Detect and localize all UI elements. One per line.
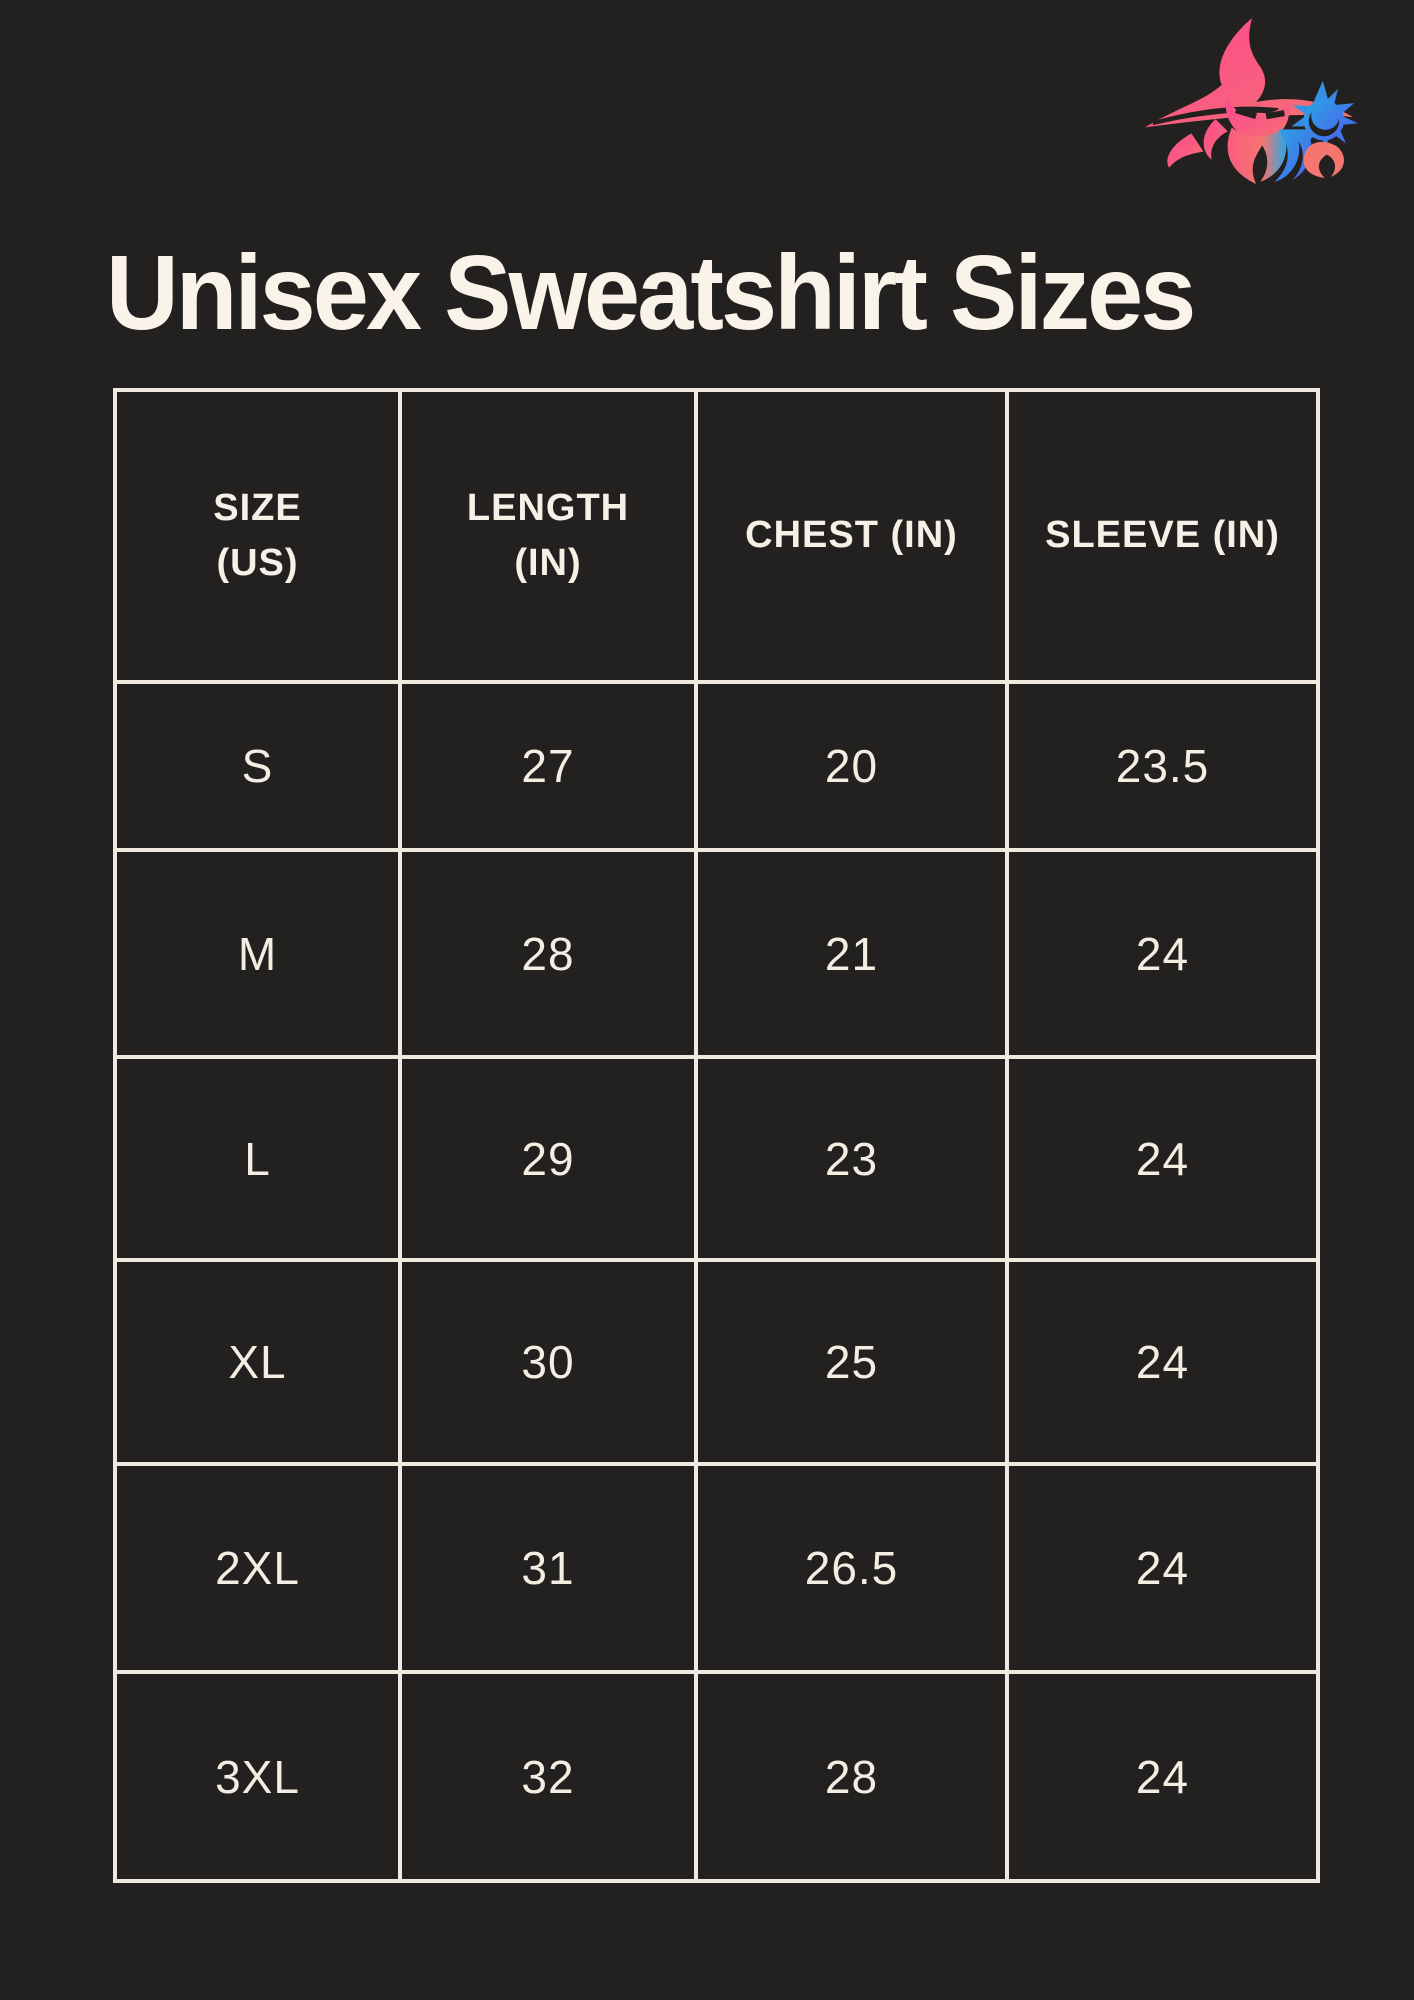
wizard-beard bbox=[1227, 127, 1287, 184]
size-table: SIZE (US) LENGTH (IN) CHEST (IN) SLEEVE … bbox=[113, 388, 1320, 1883]
cell-size-s: S bbox=[117, 680, 398, 848]
cell-s-sleeve: 23.5 bbox=[1005, 680, 1316, 848]
cell-size-l: L bbox=[117, 1055, 398, 1258]
wizard-eye-right bbox=[1265, 110, 1285, 120]
cell-value: 20 bbox=[824, 740, 879, 792]
cell-xl-sleeve: 24 bbox=[1005, 1258, 1316, 1462]
header-line: LENGTH bbox=[466, 486, 630, 529]
page-title: Unisex Sweatshirt Sizes bbox=[106, 234, 1196, 352]
cell-size-m: M bbox=[117, 848, 398, 1055]
cell-3xl-chest: 28 bbox=[694, 1670, 1005, 1879]
cell-s-length: 27 bbox=[398, 680, 694, 848]
wizard-beard-strand-blue bbox=[1274, 129, 1312, 182]
header-line: (US) bbox=[216, 542, 299, 584]
cell-m-sleeve: 24 bbox=[1005, 848, 1316, 1055]
cell-l-length: 29 bbox=[398, 1055, 694, 1258]
cell-l-chest: 23 bbox=[694, 1055, 1005, 1258]
cell-xl-chest: 25 bbox=[694, 1258, 1005, 1462]
cell-value: 24 bbox=[1135, 1542, 1190, 1594]
cell-value: 30 bbox=[521, 1336, 575, 1388]
header-line: CHEST (IN) bbox=[745, 514, 958, 557]
cell-value: S bbox=[241, 740, 274, 792]
cell-value: 27 bbox=[521, 740, 575, 792]
header-line: SIZE bbox=[213, 486, 302, 529]
cell-value: 23.5 bbox=[1115, 740, 1210, 792]
wizard-beard-curl-left bbox=[1203, 119, 1228, 160]
cell-value: 25 bbox=[824, 1336, 879, 1388]
cell-xl-length: 30 bbox=[398, 1258, 694, 1462]
cell-2xl-sleeve: 24 bbox=[1005, 1462, 1316, 1670]
column-header-size-us: SIZE (US) bbox=[117, 392, 398, 680]
cell-value: M bbox=[237, 927, 278, 980]
cell-size-2xl: 2XL bbox=[117, 1462, 398, 1670]
header-line: SLEEVE (IN) bbox=[1045, 514, 1280, 557]
wizard-arm-left bbox=[1167, 133, 1204, 168]
cell-value: 3XL bbox=[215, 1750, 300, 1803]
cell-size-3xl: 3XL bbox=[117, 1670, 398, 1879]
wizard-mascot-logo bbox=[1144, 18, 1359, 184]
cell-l-sleeve: 24 bbox=[1005, 1055, 1316, 1258]
cell-m-length: 28 bbox=[398, 848, 694, 1055]
cell-value: 32 bbox=[521, 1750, 575, 1803]
cell-value: 2XL bbox=[215, 1542, 300, 1594]
cell-3xl-sleeve: 24 bbox=[1005, 1670, 1316, 1879]
cell-s-chest: 20 bbox=[694, 680, 1005, 848]
cell-value: 24 bbox=[1135, 927, 1190, 980]
cell-value: 23 bbox=[824, 1132, 879, 1185]
cell-value: 28 bbox=[521, 927, 575, 980]
column-header-sleeve-in: SLEEVE (IN) bbox=[1005, 392, 1316, 680]
column-header-length-in: LENGTH (IN) bbox=[398, 392, 694, 680]
cell-value: 28 bbox=[824, 1750, 879, 1803]
cell-value: XL bbox=[228, 1336, 287, 1388]
cell-3xl-length: 32 bbox=[398, 1670, 694, 1879]
hand-swirl bbox=[1303, 141, 1345, 178]
cell-value: 24 bbox=[1135, 1132, 1190, 1185]
cell-m-chest: 21 bbox=[694, 848, 1005, 1055]
cell-value: 29 bbox=[521, 1132, 575, 1185]
cell-value: 24 bbox=[1135, 1336, 1190, 1388]
cell-2xl-length: 31 bbox=[398, 1462, 694, 1670]
cell-value: 24 bbox=[1135, 1750, 1190, 1803]
cell-value: L bbox=[244, 1132, 271, 1185]
cell-value: 31 bbox=[521, 1542, 575, 1594]
cell-value: 21 bbox=[824, 927, 879, 980]
cell-value: 26.5 bbox=[804, 1542, 899, 1594]
wizard-face bbox=[1225, 99, 1290, 142]
column-header-chest-in: CHEST (IN) bbox=[694, 392, 1005, 680]
orb-iris bbox=[1308, 112, 1340, 137]
cell-size-xl: XL bbox=[117, 1258, 398, 1462]
wizard-hat bbox=[1144, 18, 1354, 128]
wizard-eye-left bbox=[1234, 107, 1257, 120]
cell-2xl-chest: 26.5 bbox=[694, 1462, 1005, 1670]
header-line: (IN) bbox=[514, 542, 582, 584]
